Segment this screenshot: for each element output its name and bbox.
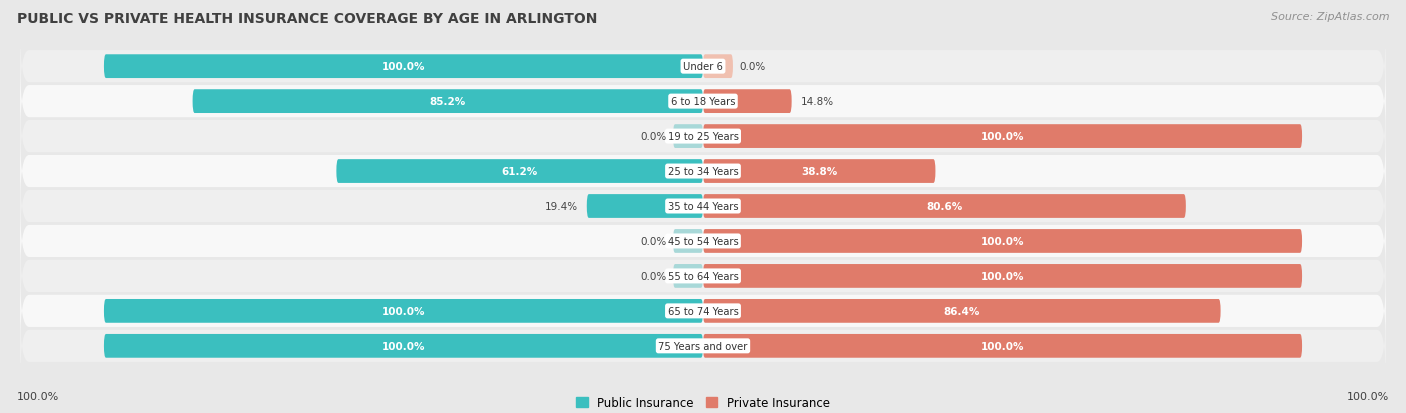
- Text: 86.4%: 86.4%: [943, 306, 980, 316]
- FancyBboxPatch shape: [193, 90, 703, 114]
- Text: 75 Years and over: 75 Years and over: [658, 341, 748, 351]
- FancyBboxPatch shape: [104, 55, 703, 79]
- Text: 6 to 18 Years: 6 to 18 Years: [671, 97, 735, 107]
- FancyBboxPatch shape: [20, 100, 1386, 173]
- Text: 14.8%: 14.8%: [800, 97, 834, 107]
- Text: 100.0%: 100.0%: [17, 391, 59, 401]
- FancyBboxPatch shape: [20, 170, 1386, 243]
- Text: 38.8%: 38.8%: [801, 166, 838, 177]
- Text: 85.2%: 85.2%: [430, 97, 465, 107]
- Text: 45 to 54 Years: 45 to 54 Years: [668, 236, 738, 247]
- FancyBboxPatch shape: [104, 334, 703, 358]
- Text: 100.0%: 100.0%: [381, 62, 425, 72]
- Text: 55 to 64 Years: 55 to 64 Years: [668, 271, 738, 281]
- Text: 0.0%: 0.0%: [641, 236, 666, 247]
- Text: PUBLIC VS PRIVATE HEALTH INSURANCE COVERAGE BY AGE IN ARLINGTON: PUBLIC VS PRIVATE HEALTH INSURANCE COVER…: [17, 12, 598, 26]
- FancyBboxPatch shape: [586, 195, 703, 218]
- FancyBboxPatch shape: [703, 299, 1220, 323]
- Text: 35 to 44 Years: 35 to 44 Years: [668, 202, 738, 211]
- FancyBboxPatch shape: [703, 55, 733, 79]
- Text: 0.0%: 0.0%: [740, 62, 765, 72]
- FancyBboxPatch shape: [673, 230, 703, 253]
- Text: 100.0%: 100.0%: [381, 306, 425, 316]
- FancyBboxPatch shape: [20, 240, 1386, 313]
- FancyBboxPatch shape: [703, 90, 792, 114]
- FancyBboxPatch shape: [20, 310, 1386, 382]
- Text: 100.0%: 100.0%: [1347, 391, 1389, 401]
- FancyBboxPatch shape: [20, 205, 1386, 278]
- Text: 80.6%: 80.6%: [927, 202, 963, 211]
- Text: 25 to 34 Years: 25 to 34 Years: [668, 166, 738, 177]
- FancyBboxPatch shape: [673, 264, 703, 288]
- FancyBboxPatch shape: [703, 160, 935, 183]
- Legend: Public Insurance, Private Insurance: Public Insurance, Private Insurance: [571, 392, 835, 413]
- FancyBboxPatch shape: [673, 125, 703, 149]
- FancyBboxPatch shape: [20, 275, 1386, 347]
- Text: 61.2%: 61.2%: [502, 166, 538, 177]
- Text: Under 6: Under 6: [683, 62, 723, 72]
- FancyBboxPatch shape: [703, 264, 1302, 288]
- FancyBboxPatch shape: [104, 299, 703, 323]
- Text: 19 to 25 Years: 19 to 25 Years: [668, 132, 738, 142]
- Text: Source: ZipAtlas.com: Source: ZipAtlas.com: [1271, 12, 1389, 22]
- Text: 19.4%: 19.4%: [544, 202, 578, 211]
- FancyBboxPatch shape: [20, 31, 1386, 103]
- FancyBboxPatch shape: [703, 125, 1302, 149]
- Text: 0.0%: 0.0%: [641, 271, 666, 281]
- Text: 100.0%: 100.0%: [381, 341, 425, 351]
- FancyBboxPatch shape: [336, 160, 703, 183]
- Text: 100.0%: 100.0%: [981, 341, 1025, 351]
- FancyBboxPatch shape: [703, 334, 1302, 358]
- FancyBboxPatch shape: [703, 195, 1185, 218]
- FancyBboxPatch shape: [20, 66, 1386, 138]
- Text: 100.0%: 100.0%: [981, 271, 1025, 281]
- FancyBboxPatch shape: [703, 230, 1302, 253]
- Text: 0.0%: 0.0%: [641, 132, 666, 142]
- Text: 100.0%: 100.0%: [981, 132, 1025, 142]
- FancyBboxPatch shape: [20, 135, 1386, 208]
- Text: 65 to 74 Years: 65 to 74 Years: [668, 306, 738, 316]
- Text: 100.0%: 100.0%: [981, 236, 1025, 247]
